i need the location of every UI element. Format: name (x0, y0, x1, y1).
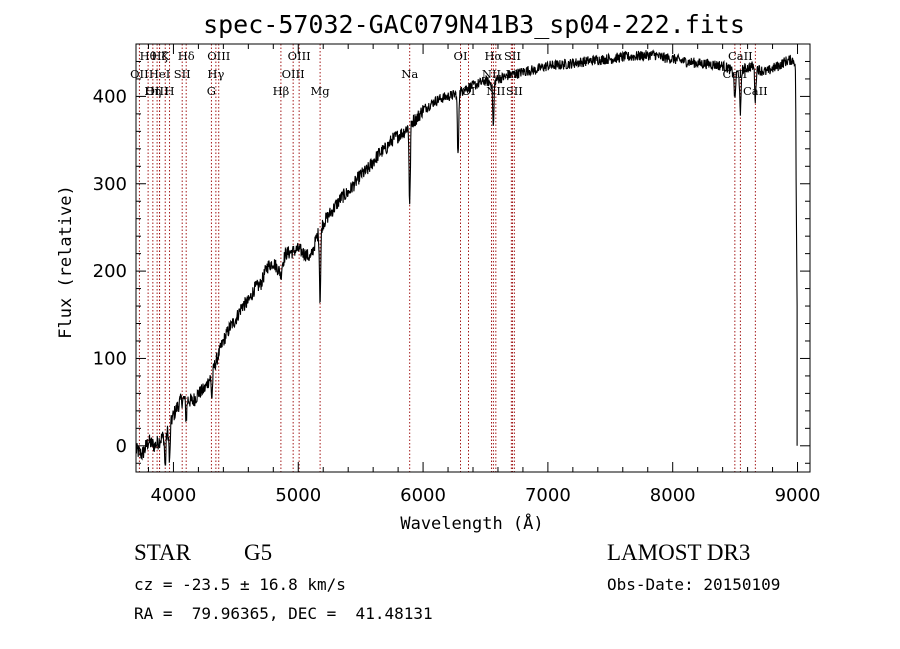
spectral-line-label: Hβ (273, 84, 290, 98)
x-tick-labels: 4000 5000 6000 7000 8000 9000 (151, 485, 821, 506)
x-axis-label: Wavelength (Å) (400, 512, 543, 534)
x-tick-label: 5000 (275, 485, 321, 506)
y-axis-label: Flux (relative) (56, 185, 76, 339)
object-class: STAR (134, 540, 191, 565)
spectral-line-label: OIII (282, 67, 305, 81)
y-tick-label: 100 (93, 348, 127, 369)
spectral-line-label: HeI (149, 67, 170, 81)
spectral-line-label: Mg (311, 84, 331, 98)
chart-title: spec-57032-GAC079N41B3_sp04-222.fits (203, 10, 745, 39)
x-tick-label: 9000 (775, 485, 821, 506)
spectral-line-label: OI (454, 49, 468, 63)
x-tick-label: 4000 (151, 485, 197, 506)
spectral-line-label: CaII (728, 49, 753, 63)
x-tick-label: 7000 (525, 485, 571, 506)
observation-date: Obs-Date: 20150109 (607, 575, 781, 594)
spectral-line-label: Na (401, 67, 418, 81)
axis-ticks (136, 43, 810, 472)
sky-coordinates: RA = 79.96365, DEC = 41.48131 (134, 604, 433, 623)
spectral-line-label: OIII (207, 49, 230, 63)
spectral-line-label: SII (504, 49, 521, 63)
y-tick-label: 300 (93, 174, 127, 195)
spectral-line-label: Hα (484, 49, 502, 63)
spectral-line-label: H (165, 84, 175, 98)
x-tick-label: 6000 (400, 485, 446, 506)
y-tick-label: 200 (93, 261, 127, 282)
x-tick-label: 8000 (650, 485, 696, 506)
y-tick-label: 400 (93, 86, 127, 107)
spectral-line-label: Hγ (207, 67, 224, 81)
spectral-line-label: Hζ (151, 49, 167, 63)
y-tick-labels: 0 100 200 300 400 (93, 86, 127, 456)
spectral-line-label: OIII (146, 84, 169, 98)
redshift-readout: cz = -23.5 ± 16.8 km/s (134, 575, 346, 594)
spectral-line-label: Hη (144, 84, 161, 98)
spectral-line-label: NII (486, 84, 505, 98)
spectral-line-markers (138, 44, 756, 472)
object-subclass: G5 (244, 540, 273, 565)
spectral-line-label: Hδ (178, 49, 195, 63)
plot-frame (135, 43, 811, 473)
survey-release: LAMOST DR3 (607, 540, 751, 565)
y-tick-label: 0 (116, 436, 127, 457)
spectrum-series-line (135, 49, 798, 466)
spectral-line-label: Hθ (140, 49, 157, 63)
spectral-line-label: SII (506, 84, 523, 98)
spectral-line-label: G (207, 84, 216, 98)
spectral-line-label: OII (130, 67, 149, 81)
spectral-line-label: K (161, 49, 170, 63)
spectral-line-label: OIII (288, 49, 311, 63)
spectral-line-label: SII (174, 67, 191, 81)
spectral-line-label: CaII (722, 67, 747, 81)
